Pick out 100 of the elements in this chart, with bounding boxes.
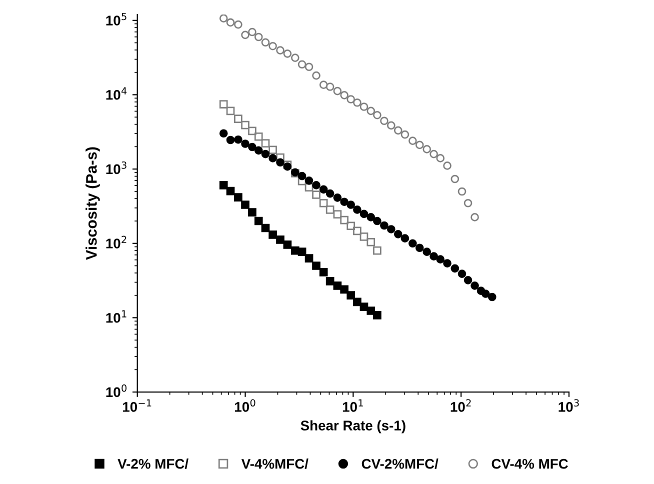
point: [353, 226, 362, 236]
point: [319, 268, 328, 276]
point: [394, 126, 402, 135]
point: [360, 102, 368, 111]
point: [254, 32, 263, 42]
point: [443, 259, 452, 268]
point: [312, 190, 320, 199]
point: [422, 145, 432, 154]
point: [226, 18, 235, 27]
point: [436, 255, 445, 264]
point: [366, 306, 376, 315]
point: [326, 82, 334, 91]
legend-label: CV-4% MFC: [492, 458, 568, 469]
point: [340, 91, 348, 100]
point: [353, 298, 362, 306]
point: [333, 86, 342, 96]
x-tick-label: 10$^{1}$: [342, 399, 363, 412]
point: [373, 110, 382, 120]
legend-label: V-2% MFC/: [118, 458, 188, 469]
point: [366, 238, 376, 246]
point: [346, 95, 356, 104]
point: [234, 135, 242, 144]
point: [386, 225, 396, 234]
point: [430, 252, 438, 260]
point: [380, 221, 388, 230]
point: [312, 181, 320, 190]
legend-label: CV-2%MFC/: [362, 458, 438, 469]
point: [261, 224, 270, 232]
y-tick-label: 10$^{2}$: [106, 236, 126, 248]
point: [290, 54, 300, 62]
point: [248, 126, 256, 136]
point: [415, 140, 424, 150]
point: [298, 248, 306, 256]
y-tick-label: 10$^{4}$: [106, 87, 127, 100]
point: [241, 120, 250, 130]
point: [373, 311, 382, 320]
point: [298, 172, 306, 180]
point: [458, 187, 466, 196]
point: [400, 130, 410, 139]
point: [353, 206, 362, 214]
point: [360, 232, 368, 241]
point: [276, 46, 284, 54]
point: [450, 174, 460, 184]
point: [312, 262, 320, 270]
point: [340, 285, 348, 294]
point: [360, 210, 368, 218]
point: [276, 236, 284, 244]
point: [298, 176, 306, 186]
point: [226, 186, 235, 196]
point: [304, 183, 314, 192]
y-axis-title: Viscosity (Pa-s): [86, 147, 100, 260]
point: [276, 158, 284, 167]
point: [268, 42, 277, 50]
point: [436, 154, 445, 162]
point: [346, 291, 356, 300]
point: [373, 216, 382, 226]
point: [248, 142, 256, 152]
point: [360, 302, 368, 312]
point: [248, 208, 256, 216]
point: [241, 140, 250, 148]
point: [276, 153, 284, 162]
point: [254, 216, 263, 226]
point: [394, 230, 402, 238]
point: [408, 239, 417, 248]
legend-label: V-4%MFC/: [241, 458, 308, 469]
x-tick-label: 10$^{2}$: [450, 399, 471, 412]
point: [304, 254, 314, 262]
point: [346, 222, 356, 230]
point: [234, 20, 242, 29]
x-tick-label: 10$^{−1}$: [123, 399, 152, 412]
x-axis-title: Shear Rate (s-1): [300, 420, 406, 434]
y-tick-label: 10$^{0}$: [106, 384, 127, 398]
point: [430, 150, 438, 158]
point: [268, 230, 277, 239]
point: [333, 210, 342, 218]
point: [241, 200, 250, 209]
point: [326, 189, 334, 198]
point: [268, 154, 277, 162]
point: [312, 71, 320, 80]
point: [380, 116, 388, 126]
point: [470, 281, 479, 290]
point: [326, 206, 334, 214]
point: [408, 136, 417, 145]
point: [226, 106, 235, 116]
y-tick-label: 10$^{3}$: [106, 161, 126, 174]
point: [234, 114, 242, 123]
point: [298, 60, 306, 69]
point: [319, 80, 328, 89]
point: [304, 62, 314, 72]
point: [464, 276, 472, 284]
point: [470, 213, 479, 222]
point: [261, 139, 270, 148]
point: [283, 240, 292, 249]
point: [304, 176, 314, 185]
point: [319, 185, 328, 194]
x-tick-label: 10$^{0}$: [235, 399, 256, 412]
point: [386, 121, 396, 130]
point: [340, 198, 348, 206]
point: [219, 14, 228, 22]
point: [400, 234, 410, 242]
